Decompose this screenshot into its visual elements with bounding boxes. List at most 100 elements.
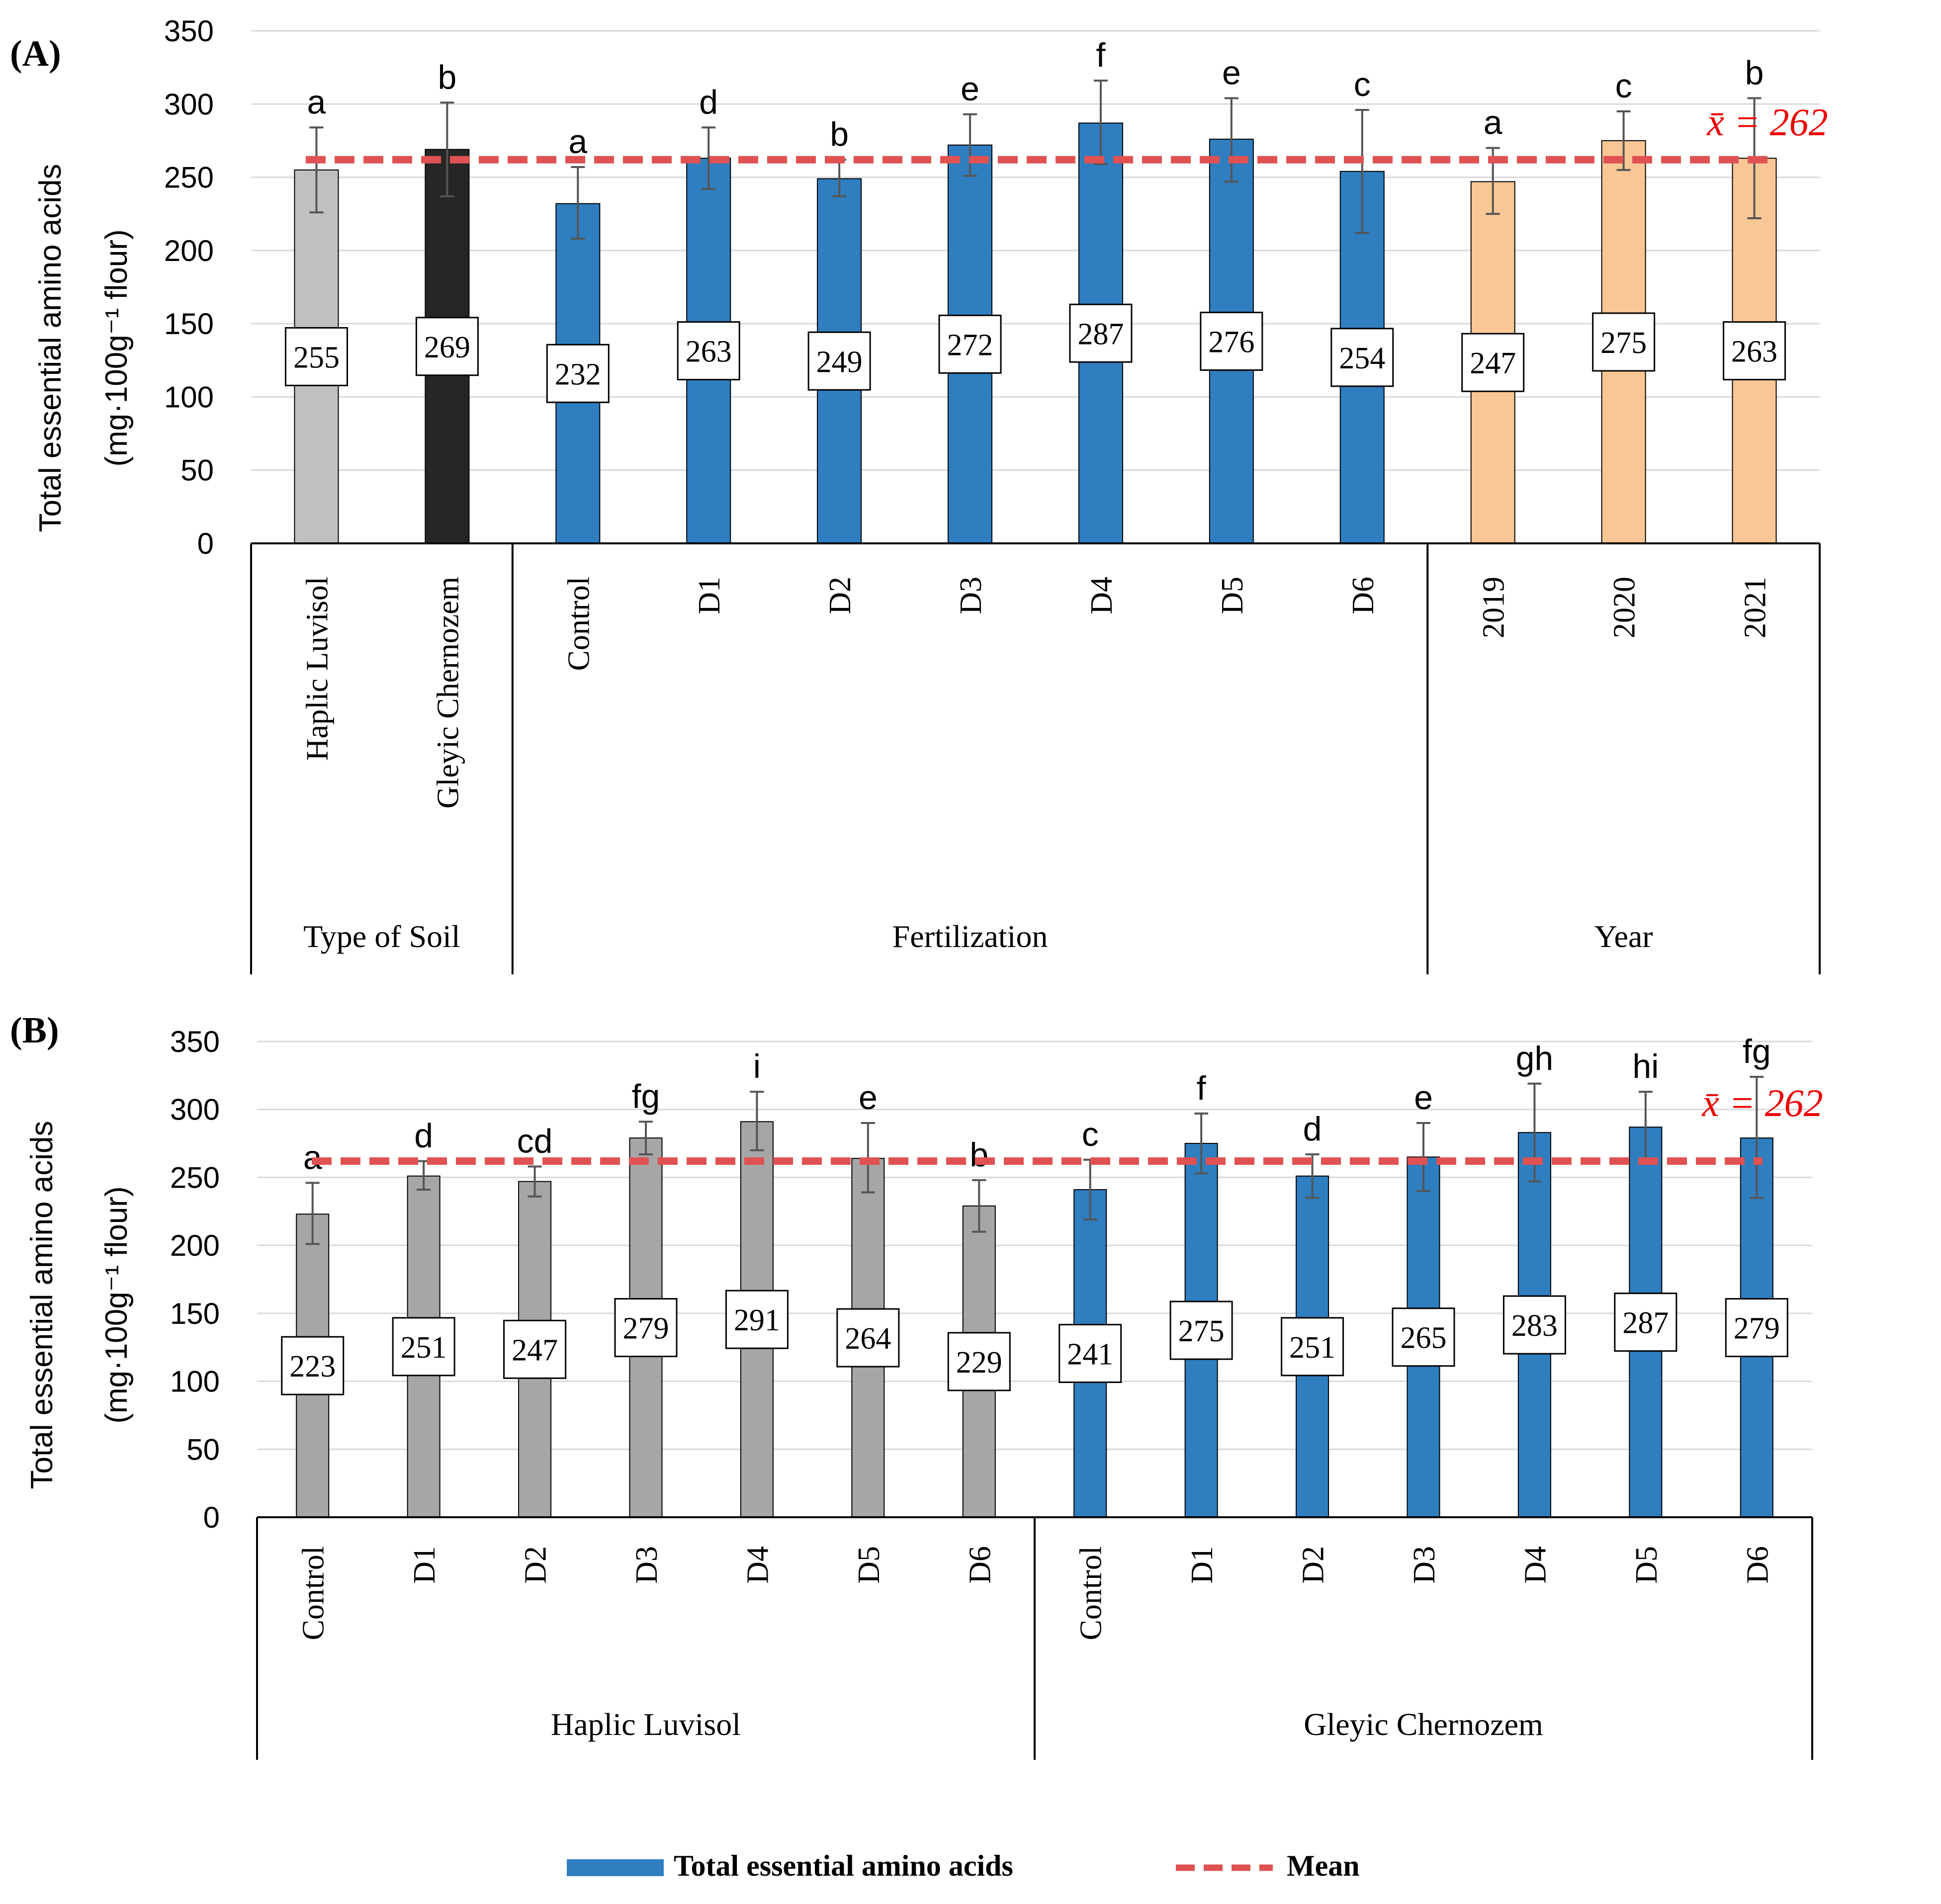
significance-letter: a <box>307 83 326 121</box>
value-label: 251 <box>1289 1331 1335 1365</box>
y-tick-label: 100 <box>170 1365 220 1398</box>
category-label: Haplic Luvisol <box>300 577 334 761</box>
significance-letter: fg <box>632 1077 660 1115</box>
value-label-box <box>281 1336 345 1395</box>
panel-label: (A) <box>10 33 61 74</box>
value-label: 287 <box>1622 1306 1669 1340</box>
category-label: 2019 <box>1477 577 1511 638</box>
value-label: 275 <box>1600 326 1647 360</box>
significance-letter: gh <box>1516 1039 1554 1077</box>
value-label-box <box>1392 1307 1455 1367</box>
value-label: 251 <box>401 1331 447 1365</box>
y-axis-label: Total essential amino acids <box>33 164 68 532</box>
value-label: 279 <box>1734 1312 1780 1346</box>
value-label-box <box>938 314 1002 374</box>
significance-letter: i <box>753 1047 761 1085</box>
value-label: 247 <box>1470 346 1516 380</box>
value-label-box <box>614 1298 678 1358</box>
y-tick-label: 150 <box>164 307 214 341</box>
value-label-box <box>947 1332 1011 1391</box>
value-label: 247 <box>512 1333 558 1367</box>
significance-letter: d <box>1303 1110 1322 1148</box>
y-tick-label: 300 <box>170 1093 220 1126</box>
significance-letter: e <box>1414 1079 1433 1117</box>
category-label: D5 <box>852 1546 886 1584</box>
value-label: 283 <box>1511 1309 1558 1343</box>
group-label: Type of Soil <box>303 919 460 954</box>
value-label-box <box>392 1317 455 1377</box>
value-label-box <box>836 1308 900 1368</box>
value-label: 279 <box>623 1312 669 1346</box>
value-label-box <box>415 317 479 376</box>
value-label: 255 <box>293 341 340 374</box>
category-label: D2 <box>823 577 857 614</box>
value-label: 272 <box>947 328 993 362</box>
value-label: 275 <box>1178 1314 1225 1348</box>
y-axis-unit-label: (mg·100g⁻¹ flour) <box>99 229 134 466</box>
legend-mean-label: Mean <box>1287 1849 1360 1882</box>
category-label: D6 <box>963 1546 997 1584</box>
value-label: 269 <box>424 331 470 364</box>
significance-letter: e <box>1222 54 1241 92</box>
value-label: 241 <box>1067 1338 1113 1372</box>
value-label: 229 <box>956 1346 1002 1380</box>
y-tick-label: 250 <box>164 161 214 194</box>
category-label: D1 <box>693 577 726 614</box>
y-tick-label: 0 <box>203 1501 220 1534</box>
category-label: D3 <box>1408 1546 1441 1584</box>
value-label-box <box>807 331 871 391</box>
value-label: 232 <box>555 357 601 391</box>
significance-letter: b <box>970 1136 988 1174</box>
group-label: Fertilization <box>892 919 1048 954</box>
y-tick-label: 300 <box>164 87 214 121</box>
value-label-box <box>1059 1324 1122 1384</box>
legend-series-label: Total essential amino acids <box>674 1849 1013 1882</box>
value-label: 265 <box>1401 1321 1447 1355</box>
significance-letter: e <box>859 1079 878 1117</box>
category-label: Control <box>297 1546 331 1640</box>
significance-letter: f <box>1197 1069 1206 1107</box>
value-label-box <box>677 321 740 381</box>
significance-letter: b <box>830 115 849 153</box>
value-label-box <box>1169 1300 1233 1360</box>
value-label: 223 <box>289 1350 336 1384</box>
y-tick-label: 0 <box>197 527 214 560</box>
value-label-box <box>1723 321 1786 381</box>
y-tick-label: 250 <box>170 1161 220 1194</box>
significance-letter: fg <box>1743 1033 1771 1070</box>
significance-letter: d <box>414 1117 433 1155</box>
category-label: Gleyic Chernozem <box>431 577 465 809</box>
value-label-box <box>503 1319 567 1379</box>
category-label: D6 <box>1741 1546 1774 1584</box>
value-label-box <box>1069 303 1133 363</box>
group-label: Haplic Luvisol <box>551 1707 741 1742</box>
category-label: Control <box>562 577 596 671</box>
y-tick-label: 200 <box>164 234 214 267</box>
value-label: 254 <box>1339 342 1385 375</box>
value-label: 249 <box>816 345 863 379</box>
category-label: D6 <box>1346 577 1380 614</box>
y-tick-label: 350 <box>170 1025 220 1058</box>
category-label: D4 <box>741 1546 775 1584</box>
category-label: D4 <box>1085 577 1119 614</box>
category-label: D3 <box>954 577 988 614</box>
y-axis-label: Total essential amino acids <box>25 1121 59 1489</box>
value-label: 264 <box>845 1322 891 1356</box>
significance-letter: d <box>699 83 718 121</box>
category-label: Control <box>1074 1546 1108 1640</box>
category-label: 2021 <box>1739 577 1772 638</box>
significance-letter: b <box>438 58 456 96</box>
group-label: Gleyic Chernozem <box>1304 1707 1543 1742</box>
mean-annotation: x̄ = 262 <box>1701 1081 1823 1125</box>
value-label: 291 <box>734 1303 780 1337</box>
y-axis-unit-label: (mg·100g⁻¹ flour) <box>99 1186 134 1423</box>
y-tick-label: 100 <box>164 380 214 414</box>
significance-letter: a <box>1484 104 1502 142</box>
y-tick-label: 350 <box>164 14 214 48</box>
panel-a-chart: (A) Total essential amino acids (mg·100g⁻¹… <box>10 14 1828 974</box>
value-label-box <box>1281 1317 1344 1377</box>
category-label: D5 <box>1216 577 1249 614</box>
panel-label: (B) <box>10 1010 59 1051</box>
significance-letter: f <box>1096 36 1106 74</box>
